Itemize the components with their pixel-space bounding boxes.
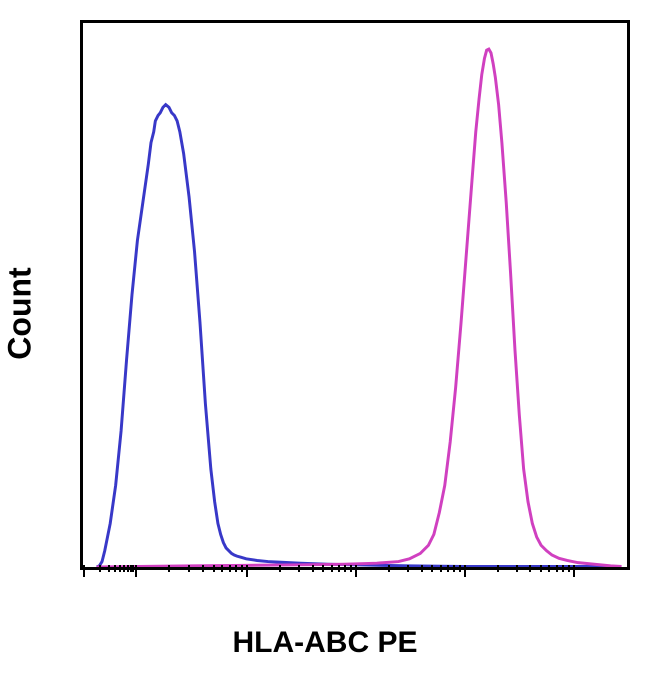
tick-minor — [229, 565, 231, 572]
tick-minor — [119, 565, 121, 572]
y-axis-label: Count — [2, 267, 39, 359]
tick-minor — [123, 565, 125, 572]
tick-minor — [99, 565, 101, 572]
histogram-curves — [83, 23, 627, 567]
tick-minor — [440, 565, 442, 572]
x-axis-ticks — [83, 567, 627, 577]
tick-minor — [568, 565, 570, 572]
tick-minor — [221, 565, 223, 572]
tick-minor — [497, 565, 499, 572]
tick-minor — [459, 565, 461, 572]
tick-major — [135, 565, 137, 577]
chart-container — [80, 20, 630, 570]
tick-major — [246, 565, 248, 577]
tick-minor — [453, 565, 455, 572]
tick-major — [83, 565, 85, 577]
tick-minor — [127, 565, 129, 572]
control-curve — [97, 105, 617, 567]
tick-minor — [108, 565, 110, 572]
tick-minor — [421, 565, 423, 572]
tick-minor — [322, 565, 324, 572]
tick-minor — [235, 565, 237, 572]
tick-major — [355, 565, 357, 577]
tick-minor — [447, 565, 449, 572]
tick-minor — [213, 565, 215, 572]
tick-major — [464, 565, 466, 577]
x-axis-label: HLA-ABC PE — [233, 626, 418, 660]
tick-minor — [350, 565, 352, 572]
stained-curve — [97, 49, 622, 567]
tick-minor — [241, 565, 243, 572]
tick-minor — [202, 565, 204, 572]
tick-minor — [529, 565, 531, 572]
tick-minor — [312, 565, 314, 572]
tick-minor — [556, 565, 558, 572]
tick-minor — [516, 565, 518, 572]
tick-minor — [431, 565, 433, 572]
tick-minor — [279, 565, 281, 572]
tick-minor — [168, 565, 170, 572]
tick-minor — [188, 565, 190, 572]
plot-area — [80, 20, 630, 570]
tick-minor — [562, 565, 564, 572]
tick-minor — [298, 565, 300, 572]
tick-minor — [540, 565, 542, 572]
tick-minor — [338, 565, 340, 572]
tick-minor — [388, 565, 390, 572]
tick-minor — [548, 565, 550, 572]
tick-minor — [344, 565, 346, 572]
tick-minor — [407, 565, 409, 572]
tick-major — [573, 565, 575, 577]
tick-minor — [331, 565, 333, 572]
tick-minor — [114, 565, 116, 572]
